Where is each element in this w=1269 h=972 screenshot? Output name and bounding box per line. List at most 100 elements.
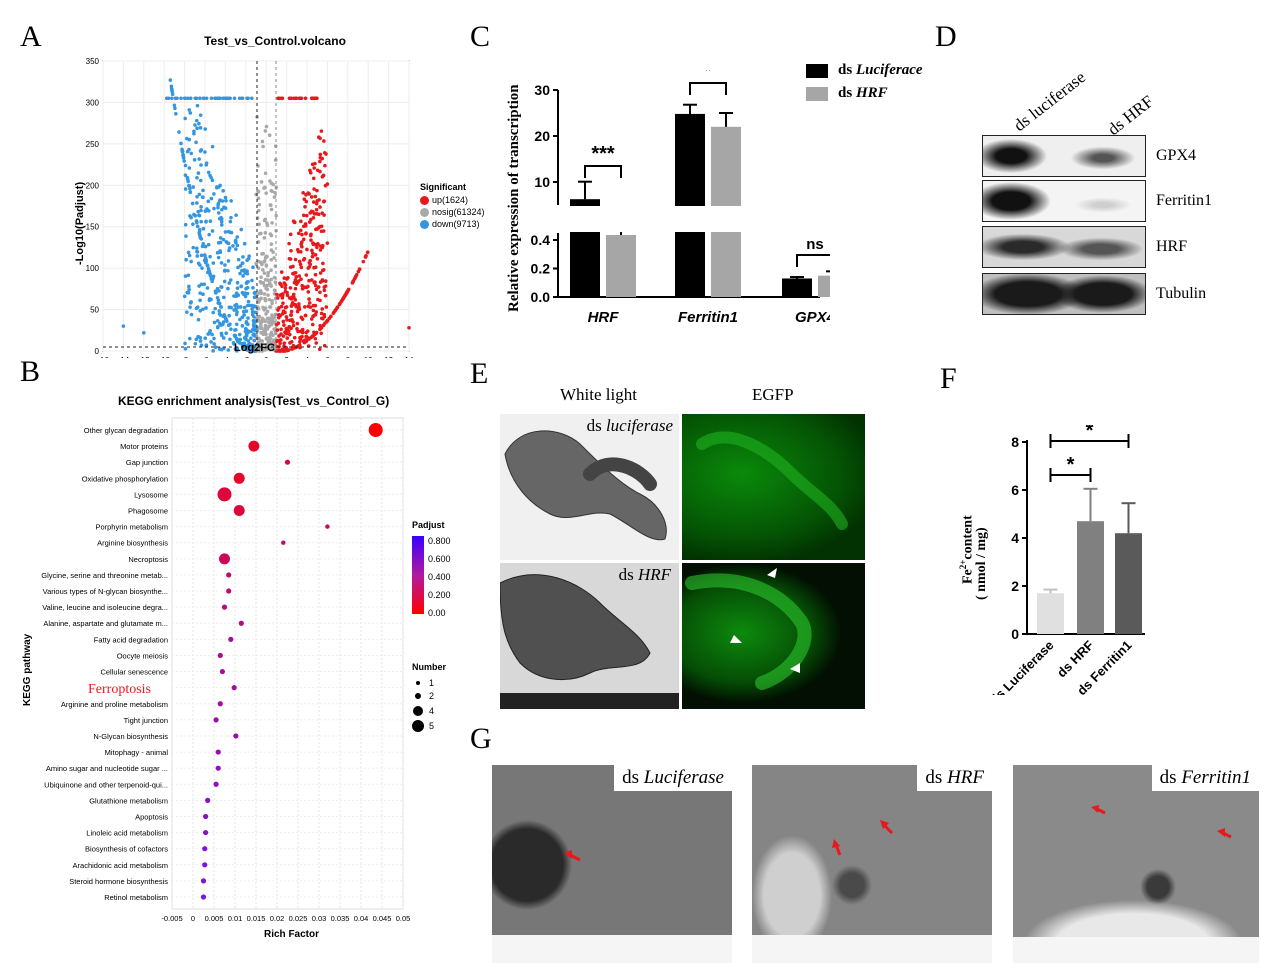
- volcano-point: [245, 291, 250, 296]
- volcano-point: [263, 171, 268, 176]
- volcano-point: [319, 129, 324, 133]
- volcano-point: [311, 216, 316, 220]
- volcano-point: [272, 288, 277, 292]
- volcano-point: [319, 316, 324, 321]
- kegg-pathway-label: Motor proteins: [120, 442, 168, 451]
- volcano-point: [282, 349, 287, 353]
- kegg-point: [221, 604, 228, 610]
- volcano-point: [185, 177, 190, 181]
- volcano-point: [244, 321, 249, 325]
- volcano-point: [185, 96, 190, 101]
- qpcr-legend-hrf: ds HRF: [806, 85, 923, 102]
- volcano-xtick: 0: [264, 356, 269, 358]
- volcano-point: [287, 241, 291, 246]
- kegg-point: [219, 553, 230, 565]
- volcano-point: [285, 290, 289, 295]
- volcano-point: [198, 308, 203, 313]
- volcano-point: [265, 223, 270, 228]
- volcano-point: [318, 169, 322, 174]
- volcano-point: [318, 326, 323, 331]
- kegg-pathway-label: Various types of N-glycan biosynthe...: [43, 587, 168, 596]
- volcano-point: [240, 261, 245, 266]
- volcano-point: [307, 301, 312, 305]
- volcano-point: [318, 152, 323, 157]
- volcano-point: [297, 302, 301, 306]
- volcano-point: [236, 265, 240, 270]
- volcano-point: [195, 249, 199, 254]
- kegg-pathway-label: Ubiquinone and other terpenoid-qui...: [44, 780, 168, 789]
- volcano-point: [305, 329, 310, 333]
- volcano-point: [314, 341, 319, 345]
- volcano-point: [203, 150, 207, 154]
- volcano-point: [210, 144, 215, 149]
- volcano-point: [365, 250, 370, 254]
- volcano-point: [213, 289, 218, 294]
- volcano-point: [182, 159, 186, 163]
- volcano-point: [251, 304, 256, 309]
- volcano-point: [203, 256, 208, 261]
- volcano-point: [303, 96, 308, 101]
- volcano-point: [187, 253, 192, 258]
- volcano-point: [235, 286, 240, 290]
- volcano-point: [267, 324, 272, 328]
- volcano-point: [198, 298, 202, 303]
- volcano-point: [307, 278, 311, 283]
- volcano-point: [300, 232, 304, 237]
- volcano-point: [299, 277, 303, 281]
- volcano-point: [318, 159, 322, 164]
- volcano-point: [234, 307, 238, 311]
- volcano-point: [293, 257, 298, 262]
- volcano-point: [195, 254, 200, 258]
- volcano-point: [265, 254, 269, 259]
- volcano-point: [262, 292, 267, 296]
- volcano-point: [287, 296, 292, 300]
- volcano-point: [191, 245, 196, 250]
- volcano-point: [233, 347, 238, 351]
- volcano-point: [228, 337, 232, 342]
- volcano-point: [199, 148, 204, 152]
- volcano-point: [285, 336, 290, 340]
- volcano-point: [221, 189, 225, 193]
- volcano-point: [247, 342, 252, 346]
- volcano-point: [194, 140, 198, 145]
- volcano-point: [300, 317, 305, 321]
- volcano-point: [313, 303, 318, 308]
- volcano-point: [291, 292, 296, 297]
- volcano-point: [226, 348, 231, 352]
- ferroptosis-highlight: Ferroptosis: [88, 682, 151, 697]
- volcano-point: [259, 290, 263, 295]
- kegg-point: [284, 459, 291, 465]
- volcano-point: [223, 268, 227, 273]
- kegg-point: [217, 487, 232, 502]
- tem-label-hrf: ds HRF: [917, 765, 992, 791]
- qpcr-ytick: 30: [534, 82, 550, 98]
- volcano-point: [183, 274, 188, 278]
- volcano-point: [363, 255, 368, 259]
- volcano-point: [262, 259, 267, 264]
- volcano-point: [228, 219, 233, 224]
- kegg-xtick: 0.035: [331, 914, 350, 923]
- volcano-point: [177, 130, 181, 134]
- kegg-pathway-label: Glycine, serine and threonine metab...: [41, 571, 168, 580]
- volcano-point: [264, 325, 269, 330]
- volcano-point: [213, 96, 218, 101]
- volcano-point: [285, 348, 290, 353]
- volcano-point: [241, 274, 245, 278]
- kegg-xtick: 0.025: [289, 914, 308, 923]
- volcano-point: [352, 276, 357, 281]
- volcano-xtick: 2: [284, 356, 289, 358]
- tem-label-ferritin1: ds Ferritin1: [1151, 765, 1259, 791]
- volcano-point: [223, 195, 228, 200]
- volcano-point: [268, 203, 273, 207]
- volcano-point: [361, 259, 366, 264]
- volcano-point: [315, 245, 319, 250]
- volcano-point: [265, 309, 270, 314]
- volcano-point: [241, 292, 246, 296]
- volcano-point: [221, 336, 226, 340]
- kegg-point: [281, 540, 286, 545]
- volcano-point: [295, 327, 299, 331]
- fe-ytick: 6: [1011, 482, 1019, 498]
- volcano-point: [224, 331, 228, 336]
- volcano-point: [254, 262, 259, 267]
